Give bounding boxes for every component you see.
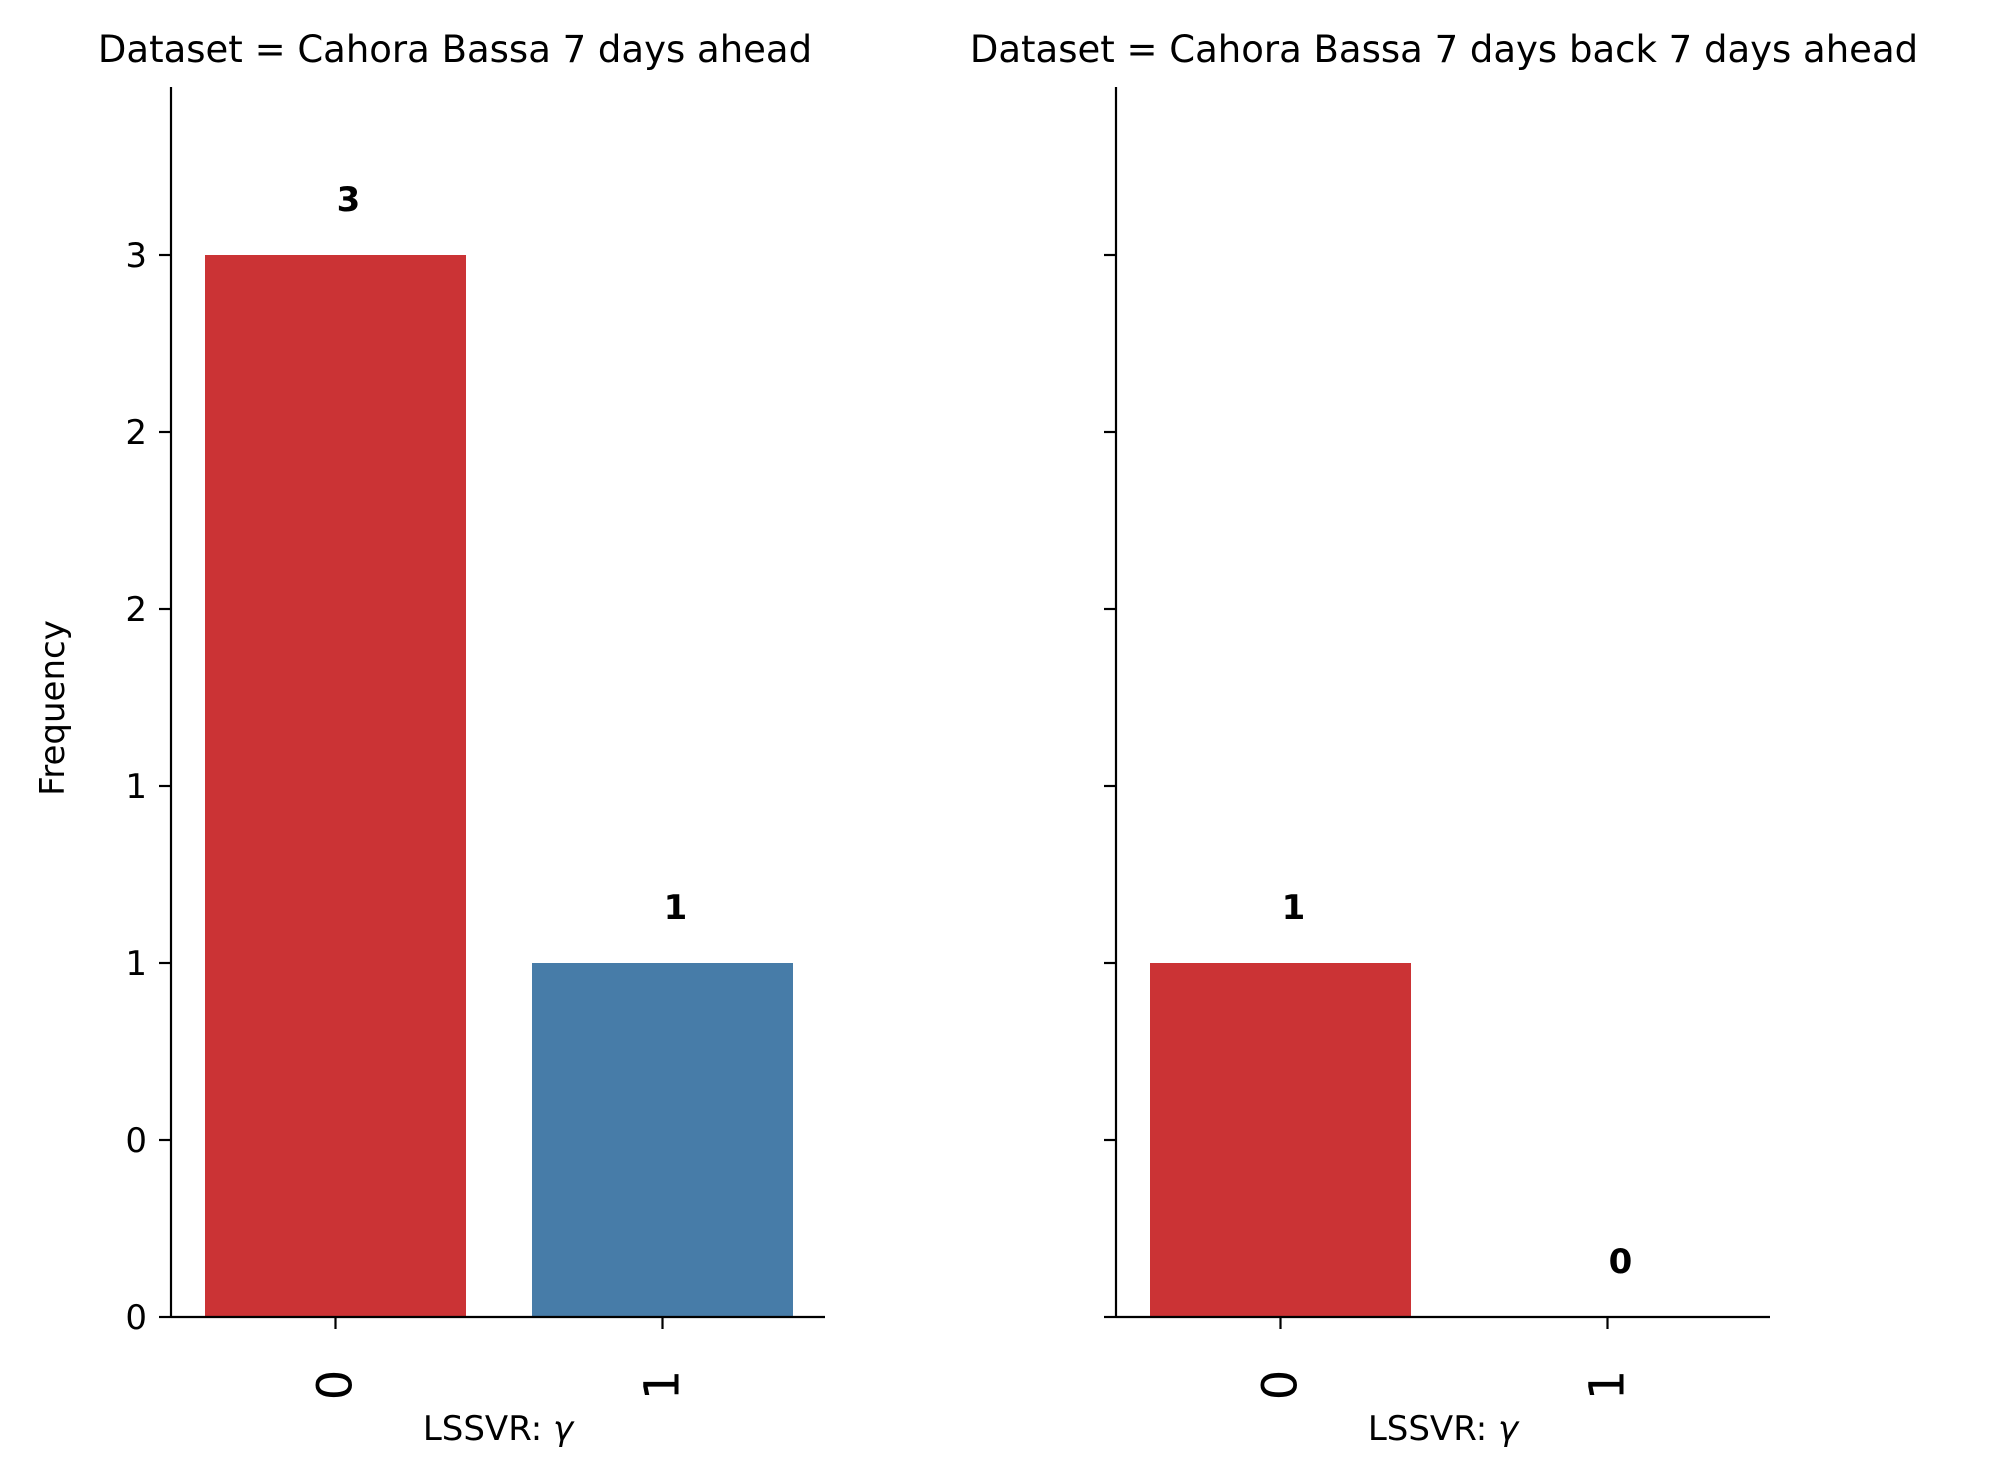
panel-left-title: Dataset = Cahora Bassa 7 days ahead [98,28,812,71]
panel-left-y-tick-label: 1 [125,767,147,807]
panel-left-bars [205,255,793,1317]
panel-left-x-axis-title: LSSVR: γ [423,1409,575,1449]
panel-left-y-ticks: 0 0 1 1 2 2 3 [125,236,171,1338]
panel-right-data-label-1: 0 [1609,1242,1633,1282]
panel-left-data-labels: 31 [337,180,688,928]
panel-left-y-axis-title: Frequency [33,620,73,796]
panel-right-x-tick-label: 0 [1253,1370,1309,1401]
panel-left-x-axis-title-prefix: LSSVR: [423,1409,553,1449]
panel-left-x-axis-title-symbol: γ [553,1409,575,1449]
panel-left-bar-1 [532,963,793,1317]
panel-left-x-tick-label: 1 [635,1370,691,1401]
panel-left-x-tick-label: 0 [308,1370,364,1401]
panel-left-data-label-0: 3 [337,180,361,220]
panel-right-data-labels: 10 [1282,888,1633,1282]
panel-left-y-tick-label: 1 [125,944,147,984]
panel-right-x-axis-title-prefix: LSSVR: [1368,1409,1498,1449]
panel-right-title: Dataset = Cahora Bassa 7 days back 7 day… [970,28,1918,71]
panel-left-y-tick-label: 2 [125,413,147,453]
panel-left-data-label-1: 1 [664,888,688,928]
panel-right: Dataset = Cahora Bassa 7 days back 7 day… [970,28,1918,1449]
panel-left-y-tick-label: 2 [125,590,147,630]
panel-left: Dataset = Cahora Bassa 7 days ahead 31 0… [33,28,825,1449]
panel-right-x-tick-label: 1 [1580,1370,1636,1401]
panel-right-x-axis-title-symbol: γ [1498,1409,1520,1449]
panel-right-bar-0 [1150,963,1411,1317]
panel-left-y-tick-label: 3 [125,236,147,276]
panel-left-y-tick-label: 0 [125,1121,147,1161]
panel-right-y-ticks [1104,253,1116,1319]
panel-right-data-label-0: 1 [1282,888,1306,928]
panel-left-bar-0 [205,255,466,1317]
panel-right-x-axis-title: LSSVR: γ [1368,1409,1520,1449]
panel-right-bars [1150,963,1411,1317]
panel-left-y-tick-label: 0 [125,1298,147,1338]
